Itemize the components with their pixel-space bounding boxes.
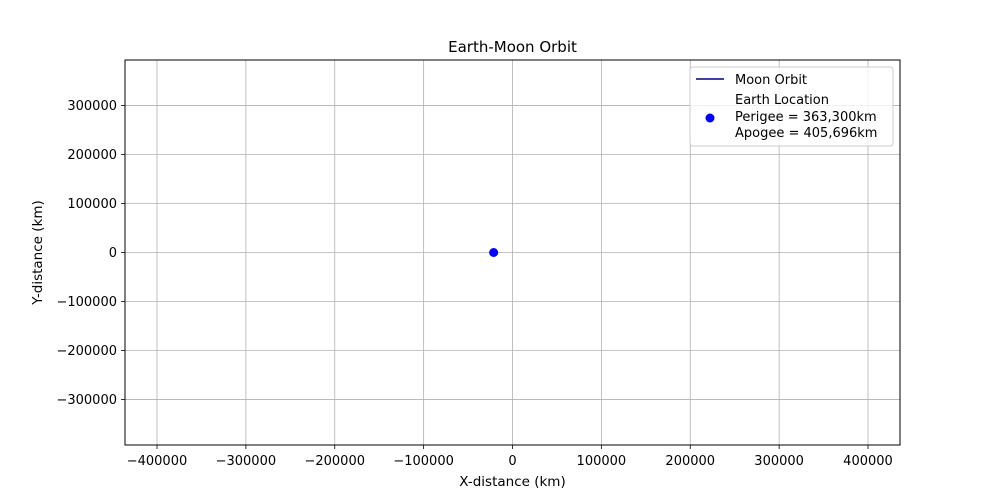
earth-location-point xyxy=(489,248,499,257)
y-axis-ticks: −300000 −200000 −100000 0 100000 200000 300000 xyxy=(56,99,125,408)
x-tick-label: −200000 xyxy=(304,454,365,469)
x-tick-label: −300000 xyxy=(216,454,277,469)
legend-earth-marker xyxy=(705,113,715,123)
y-tick-label: 100000 xyxy=(67,197,117,212)
legend-entry-moon-orbit: Moon Orbit xyxy=(735,73,807,88)
x-tick-label: 300000 xyxy=(754,454,804,469)
y-tick-label: −300000 xyxy=(56,393,117,408)
y-tick-label: −100000 xyxy=(56,295,117,310)
legend: Moon Orbit Earth Location Perigee = 363,… xyxy=(689,66,894,147)
grid xyxy=(125,60,900,445)
x-axis-ticks: −400000 −300000 −200000 −100000 0 100000 20000… xyxy=(127,445,893,469)
x-tick-label: 0 xyxy=(508,454,516,469)
legend-entry-perigee: Perigee = 363,300km xyxy=(735,110,877,125)
chart-title: Earth-Moon Orbit xyxy=(448,38,577,56)
x-tick-label: 400000 xyxy=(843,454,893,469)
legend-box xyxy=(689,66,894,147)
y-axis-label: Y-distance (km) xyxy=(30,200,46,306)
x-axis-label: X-distance (km) xyxy=(459,474,565,490)
legend-entry-apogee: Apogee = 405,696km xyxy=(735,126,877,141)
series-layer xyxy=(489,248,499,257)
legend-entry-earth-location: Earth Location xyxy=(735,93,829,108)
y-tick-label: 200000 xyxy=(67,148,117,163)
y-tick-label: 300000 xyxy=(67,99,117,114)
y-tick-label: 0 xyxy=(109,246,117,261)
x-tick-label: −100000 xyxy=(393,454,454,469)
x-tick-label: 100000 xyxy=(577,454,627,469)
x-tick-label: 200000 xyxy=(665,454,715,469)
y-tick-label: −200000 xyxy=(56,344,117,359)
x-tick-label: −400000 xyxy=(127,454,188,469)
